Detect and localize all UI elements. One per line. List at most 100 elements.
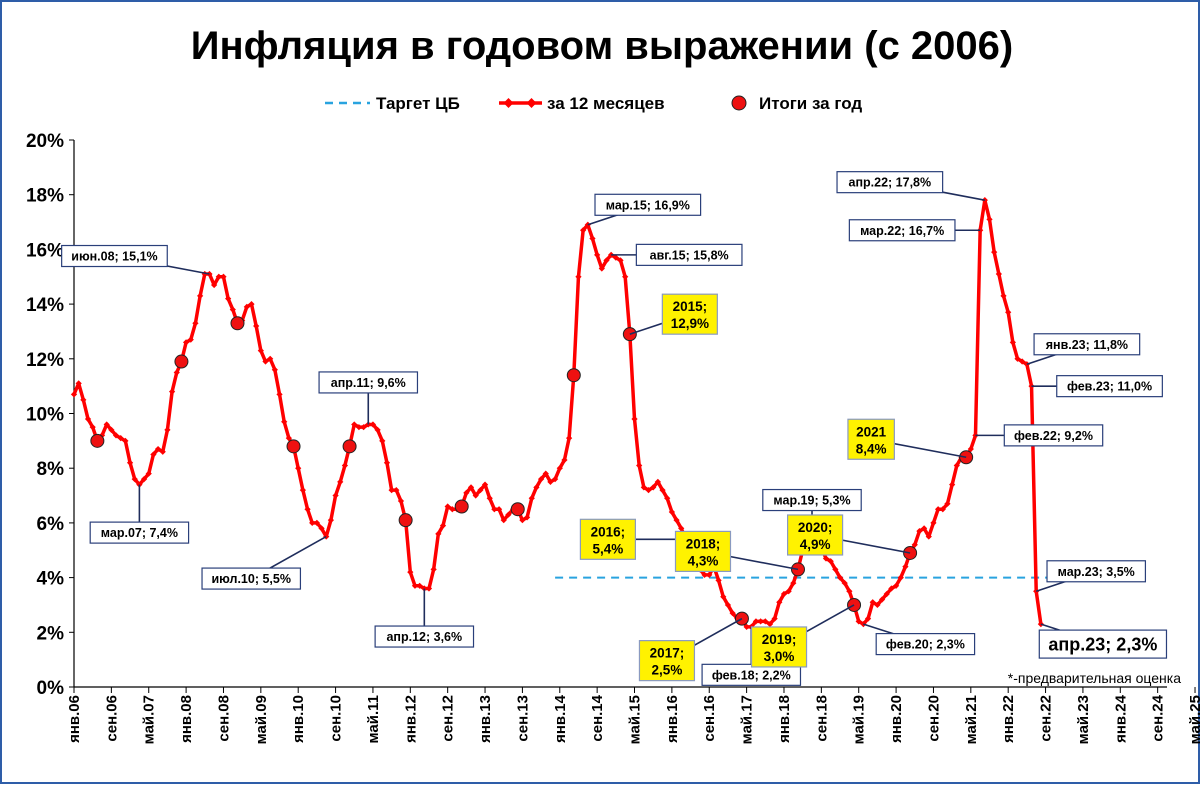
annotation-label: 2021 <box>856 424 887 439</box>
x-tick-label: янв.12 <box>402 695 419 743</box>
data-point-12m <box>481 481 489 488</box>
annotation-box <box>1056 375 1163 398</box>
data-point-12m <box>276 391 283 398</box>
data-point-12m <box>874 601 881 609</box>
annotation-box <box>638 640 696 682</box>
annotation-label: фев.23; 11,0% <box>1067 380 1152 394</box>
x-tick-label: сен.14 <box>589 694 606 741</box>
annotation-label: фев.20; 2,3% <box>886 638 965 652</box>
series-line-12m <box>72 198 1043 629</box>
annotation-box <box>201 567 302 590</box>
x-tick-label: сен.22 <box>1038 695 1055 742</box>
data-point-12m <box>836 574 844 581</box>
annotation-box <box>1046 560 1147 583</box>
legend-12m-marker <box>503 98 514 108</box>
data-point-12m <box>841 579 848 587</box>
annotation-label: 2017; <box>650 646 685 661</box>
annotation-label: апр.12; 3,6% <box>386 630 462 644</box>
data-point-12m <box>332 492 339 499</box>
x-tick-label: сен.24 <box>1150 694 1167 741</box>
data-point-12m <box>397 497 405 505</box>
footnote: *-предварительная оценка <box>1008 670 1181 686</box>
data-point-12m <box>832 566 839 573</box>
data-point-12m <box>1005 309 1012 316</box>
data-point-12m <box>776 599 783 606</box>
annotation-label: апр.23; 2,3% <box>1048 635 1157 655</box>
x-tick-label: сен.12 <box>440 695 457 742</box>
x-tick-label: янв.06 <box>66 695 83 743</box>
annotation-label: мар.23; 3,5% <box>1058 565 1135 579</box>
data-point-12m <box>860 620 867 628</box>
data-point-12m <box>495 506 503 513</box>
annotation-box <box>836 171 944 194</box>
x-tick-label: сен.13 <box>514 695 531 742</box>
data-point-12m <box>790 579 797 587</box>
annotation-box <box>89 521 190 544</box>
annotation-box <box>847 418 895 460</box>
x-tick-label: янв.10 <box>290 695 307 743</box>
data-point-12m <box>267 355 274 362</box>
annotation-label: авг.15; 15,8% <box>650 248 729 262</box>
data-point-12m <box>715 577 722 584</box>
data-point-12m <box>706 571 713 578</box>
x-tick-label: сен.16 <box>701 695 718 742</box>
x-tick-label: янв.18 <box>776 695 793 743</box>
annotation-label: мар.15; 16,9% <box>606 198 690 212</box>
annotation-box <box>374 625 475 648</box>
data-point-12m <box>720 593 727 600</box>
data-point-12m <box>374 426 381 434</box>
data-point-12m <box>467 484 475 491</box>
data-point-12m <box>491 506 498 513</box>
x-tick-label: янв.14 <box>552 694 569 743</box>
y-tick-label: 8% <box>37 459 65 480</box>
x-tick-label: сен.08 <box>215 695 232 742</box>
data-point-12m <box>822 555 830 562</box>
annotation-box <box>661 293 718 335</box>
data-point-12m <box>897 574 904 581</box>
x-tick-label: май.25 <box>1187 695 1200 744</box>
data-point-12m <box>869 599 876 606</box>
annotation-label: апр.11; 9,6% <box>331 376 406 390</box>
x-tick-label: янв.22 <box>1000 695 1017 743</box>
data-point-12m <box>724 601 732 609</box>
year-total-point <box>90 433 105 448</box>
data-point-12m <box>1000 292 1007 300</box>
data-point-12m <box>925 533 932 540</box>
annotation-label: 2016; <box>591 524 626 539</box>
data-point-12m <box>182 339 190 346</box>
annotation-label: апр.22; 17,8% <box>849 176 932 190</box>
data-point-12m <box>411 582 419 589</box>
data-point-12m <box>673 517 680 524</box>
year-total-point <box>230 316 245 331</box>
x-ticks: янв.06 сен.06 май.07 янв.08 сен.08 май.09 янв.… <box>66 687 1200 744</box>
data-point-12m <box>864 615 872 622</box>
data-point-12m <box>603 257 610 264</box>
annotation-label: мар.07; 7,4% <box>101 526 178 540</box>
data-point-12m <box>668 508 675 516</box>
data-point-12m <box>295 465 302 472</box>
data-point-12m <box>743 623 750 630</box>
legend-year-swatch <box>731 95 747 111</box>
y-tick-label: 20% <box>26 131 64 152</box>
data-point-12m <box>916 527 923 535</box>
annotation-label: фев.18; 2,2% <box>712 668 791 682</box>
annotation-label: фев.22; 9,2% <box>1014 429 1093 443</box>
data-point-12m <box>285 435 292 442</box>
annotation-label: 2018; <box>686 536 721 551</box>
annotation-label: мар.19; 5,3% <box>773 494 850 508</box>
annotation-label: 2015; <box>673 299 708 314</box>
data-point-12m <box>1014 355 1021 362</box>
data-point-12m <box>780 590 788 598</box>
data-point-12m <box>262 358 269 365</box>
axes <box>73 140 1167 688</box>
data-point-12m <box>566 435 573 442</box>
data-point-12m <box>785 588 792 595</box>
data-point-12m <box>766 620 774 628</box>
data-point-12m <box>383 459 391 466</box>
data-point-12m <box>575 273 582 280</box>
data-point-12m <box>888 585 895 592</box>
data-point-12m <box>379 437 386 444</box>
x-tick-label: сен.18 <box>813 695 830 742</box>
annotation-box <box>848 219 956 242</box>
